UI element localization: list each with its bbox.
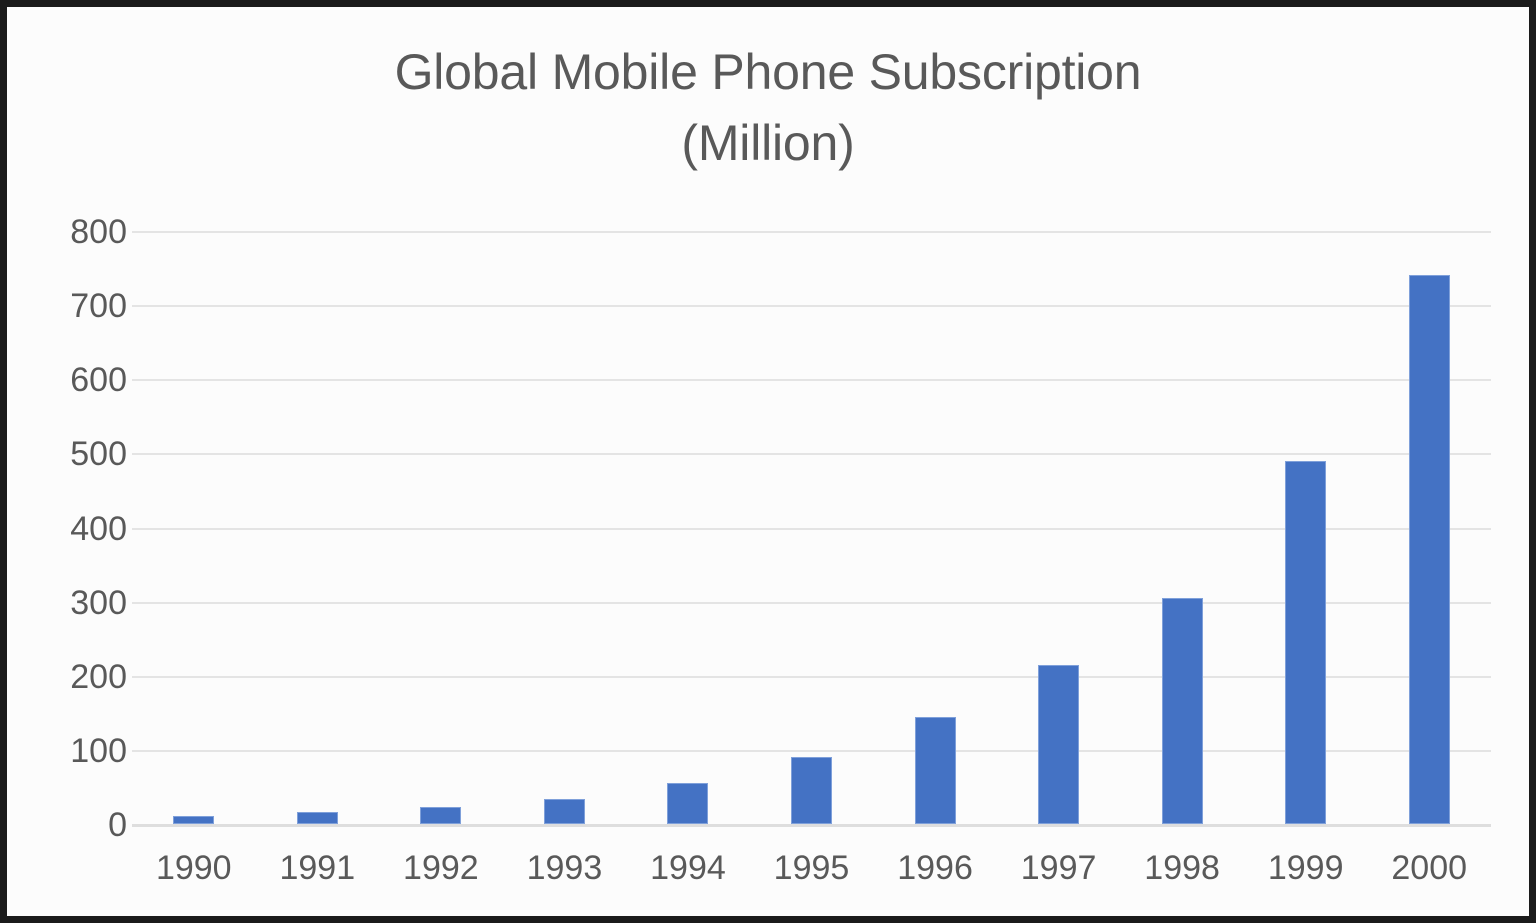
gridline <box>132 231 1491 233</box>
y-tick-label: 100 <box>70 731 127 770</box>
bar-1991[interactable] <box>296 812 338 824</box>
chart-title-line-1: Global Mobile Phone Subscription <box>394 44 1142 100</box>
y-tick-label: 300 <box>70 583 127 622</box>
y-tick-label: 0 <box>108 806 127 844</box>
gridline <box>132 749 1491 752</box>
gridline <box>132 675 1491 678</box>
y-tick-label: 800 <box>70 213 127 251</box>
bar-1999[interactable] <box>1285 460 1327 824</box>
gridlines <box>132 231 1491 827</box>
x-axis: 1990 1991 1992 1993 1994 1995 1996 1997 1998 1999… <box>132 833 1491 893</box>
plot-area: 0 100 200 300 400 500 600 700 800 1990 1991 1992 19… <box>70 215 1491 887</box>
gridline <box>132 527 1491 530</box>
gridline <box>132 824 1491 827</box>
bar-1998[interactable] <box>1161 597 1203 824</box>
x-tick-label: 1994 <box>650 849 726 887</box>
chart-title: Global Mobile Phone Subscription (Millio… <box>7 37 1529 179</box>
x-tick-label: 1990 <box>155 849 232 887</box>
bar-1994[interactable] <box>667 783 709 824</box>
bar-1995[interactable] <box>791 756 832 824</box>
bar-series <box>132 232 1491 825</box>
y-tick-label: 600 <box>70 361 127 400</box>
x-tick-label: 1995 <box>773 849 850 887</box>
y-tick-label: 700 <box>70 287 127 326</box>
y-tick-label: 400 <box>70 509 127 548</box>
gridline <box>132 305 1491 308</box>
x-tick-label: 1993 <box>526 849 603 887</box>
y-axis: 0 100 200 300 400 500 600 700 800 <box>27 215 127 842</box>
x-tick-label: 1996 <box>897 849 973 887</box>
gridline <box>132 379 1491 382</box>
bar-2000[interactable] <box>1408 275 1450 824</box>
gridline <box>132 453 1491 456</box>
bar-1992[interactable] <box>420 806 462 824</box>
x-tick-label: 2000 <box>1391 849 1468 887</box>
bar-1990[interactable] <box>173 815 215 824</box>
x-tick-label: 1997 <box>1020 849 1097 887</box>
chart-title-line-2: (Million) <box>681 115 855 171</box>
x-tick-label: 1992 <box>403 849 479 887</box>
chart-canvas: Global Mobile Phone Subscription (Millio… <box>7 7 1529 916</box>
x-tick-label: 1998 <box>1144 849 1220 887</box>
x-tick-label: 1999 <box>1267 849 1344 887</box>
y-tick-label: 500 <box>70 435 127 474</box>
bar-1993[interactable] <box>543 798 585 824</box>
y-tick-label: 200 <box>70 657 127 696</box>
x-tick-label: 1991 <box>279 849 356 887</box>
bar-1997[interactable] <box>1038 664 1080 824</box>
gridline <box>132 601 1491 604</box>
bar-1996[interactable] <box>914 716 956 824</box>
